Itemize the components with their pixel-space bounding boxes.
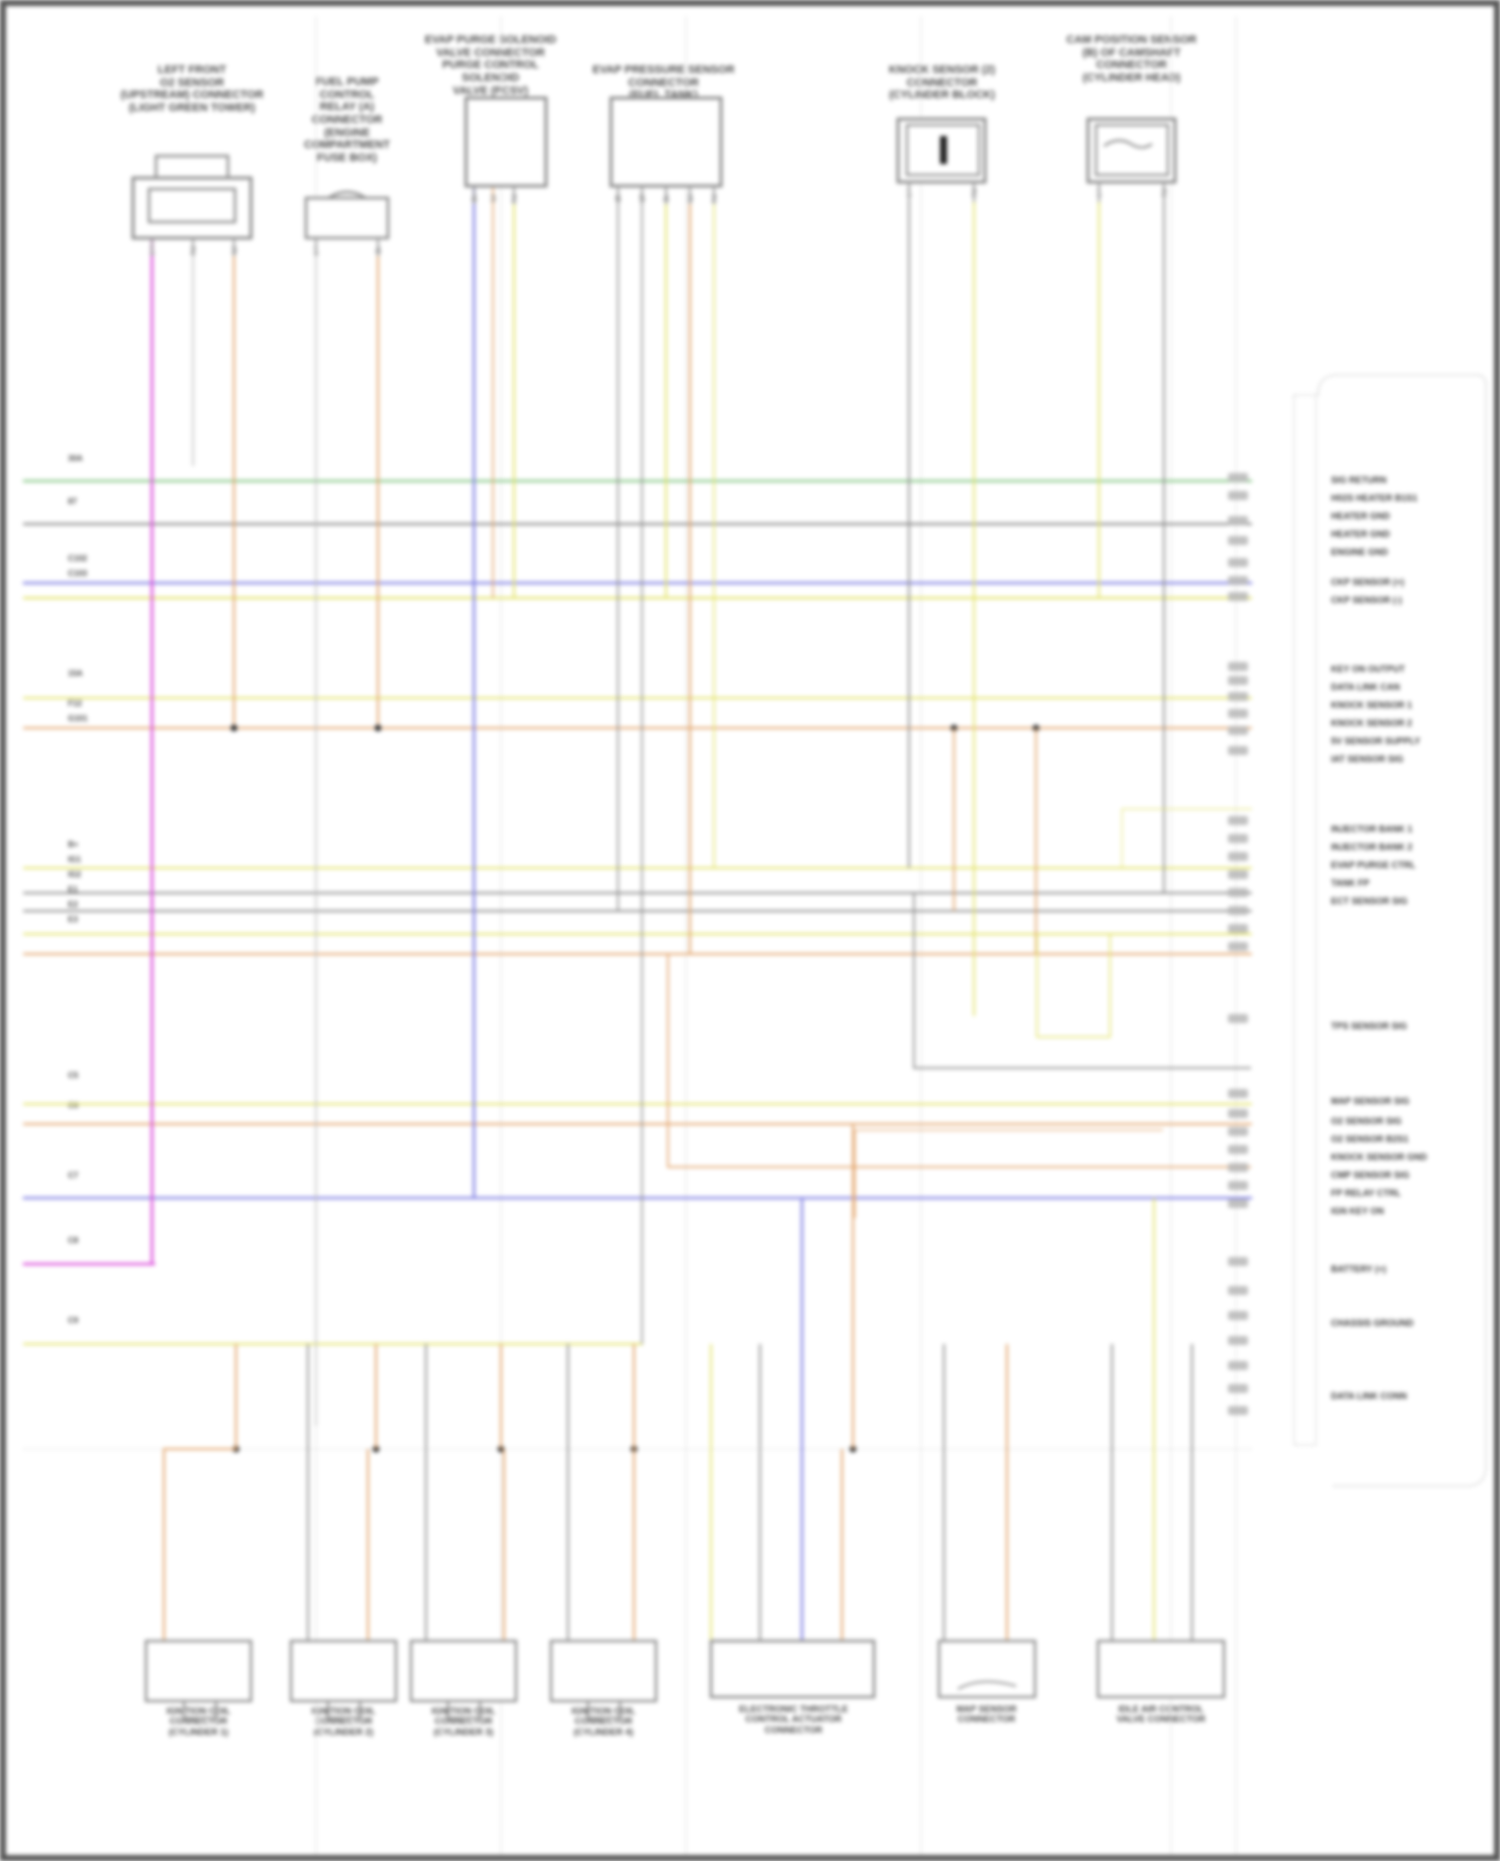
- svg-text:4: 4: [375, 245, 382, 257]
- svg-text:2: 2: [511, 193, 517, 205]
- svg-text:1: 1: [906, 187, 912, 199]
- svg-text:3: 3: [687, 193, 693, 205]
- svg-text:2: 2: [190, 245, 196, 257]
- svg-text:4: 4: [663, 193, 670, 205]
- svg-text:1: 1: [1096, 187, 1102, 199]
- svg-text:2: 2: [971, 187, 977, 199]
- svg-text:3: 3: [490, 193, 496, 205]
- svg-text:1: 1: [313, 245, 319, 257]
- svg-text:2: 2: [711, 193, 717, 205]
- svg-text:2: 2: [1161, 187, 1167, 199]
- svg-text:1: 1: [149, 245, 155, 257]
- svg-text:5: 5: [639, 193, 645, 205]
- svg-text:4: 4: [471, 193, 478, 205]
- svg-text:6: 6: [615, 193, 621, 205]
- svg-text:3: 3: [231, 245, 237, 257]
